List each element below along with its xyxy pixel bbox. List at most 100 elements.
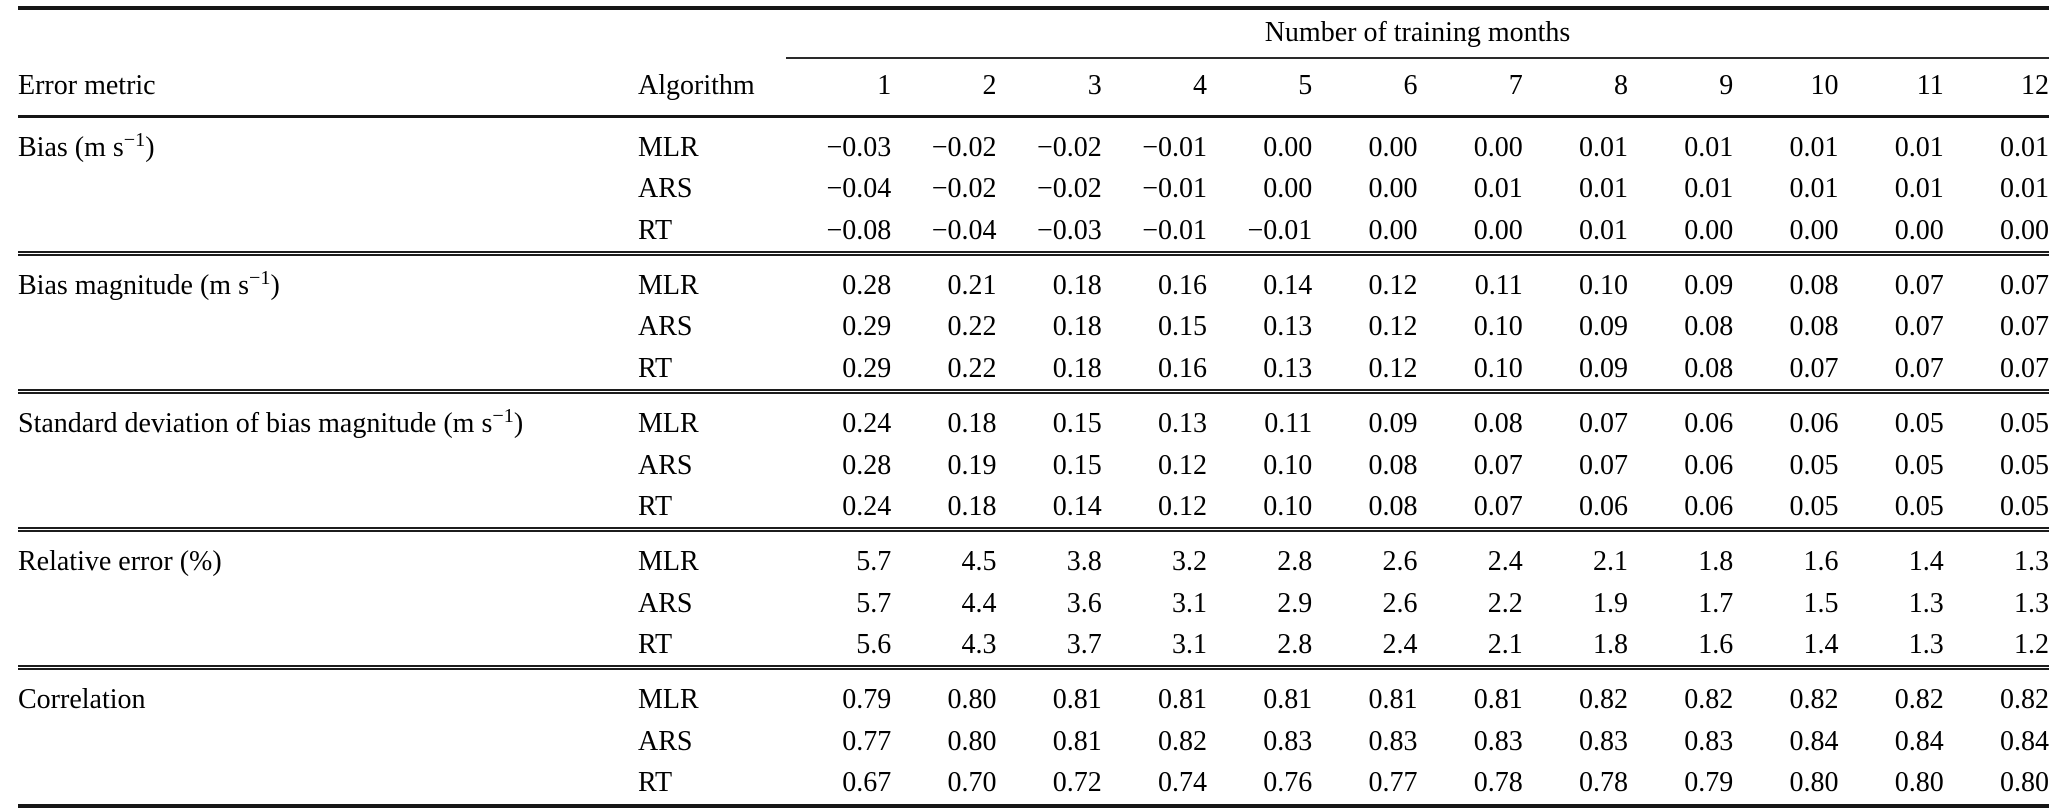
month-header-2: 2: [891, 58, 997, 118]
value-cell: 0.11: [1417, 250, 1523, 307]
value-cell: 4.4: [961, 587, 997, 619]
value-cell: 3.7: [1066, 629, 1102, 661]
value-cell: 0.10: [1263, 490, 1313, 522]
value-cell: 3.2: [1101, 527, 1207, 583]
algorithm-label: MLR: [638, 250, 786, 307]
value-cell: 0.00: [2000, 214, 2049, 246]
value-cell: 0.12: [1368, 352, 1418, 384]
value-cell: 1.3: [1943, 527, 2049, 583]
metric-superscript: −1: [123, 128, 146, 151]
algorithm-label: MLR: [638, 527, 786, 583]
header-spacer: [18, 8, 786, 58]
value-cell: 0.07: [1522, 389, 1628, 445]
algorithm-label: ARS: [638, 449, 693, 481]
metric-label: Relative error (%): [18, 527, 638, 583]
value-cell: 0.05: [1943, 389, 2049, 445]
value-cell: 3.6: [1066, 587, 1102, 619]
value-cell: 0.81: [1417, 665, 1523, 721]
algorithm-label: ARS: [638, 725, 693, 757]
value-cell: 0.08: [1368, 490, 1418, 522]
metric-text: ): [145, 131, 155, 163]
value-cell: 0.83: [1684, 725, 1734, 757]
value-cell: 4.3: [961, 629, 997, 661]
value-cell: 0.82: [1628, 665, 1734, 721]
value-cell: 0.12: [1158, 449, 1207, 481]
table-row: RT 5.6 4.3 3.7 3.1 2.8 2.4 2.1 1.8 1.6 1.4 1.3 1.2: [18, 624, 2049, 668]
value-cell: 2.4: [1417, 527, 1523, 583]
value-cell: 0.05: [1894, 449, 1944, 481]
table-row: RT 0.24 0.18 0.14 0.12 0.10 0.08 0.07 0.06 0.06 0.…: [18, 486, 2049, 530]
value-cell: 0.79: [1684, 767, 1734, 799]
value-cell: 0.80: [1789, 767, 1839, 799]
value-cell: 0.81: [1312, 665, 1418, 721]
value-cell: 0.09: [1579, 311, 1628, 343]
value-cell: 1.4: [1803, 629, 1839, 661]
metric-superscript: −1: [492, 405, 514, 428]
value-cell: 0.01: [2000, 173, 2049, 205]
value-cell: −0.02: [931, 173, 997, 205]
value-cell: 0.82: [1522, 665, 1628, 721]
value-cell: 0.16: [1158, 352, 1207, 384]
value-cell: 0.78: [1579, 767, 1628, 799]
value-cell: 3.1: [1172, 587, 1207, 619]
metric-text: ): [513, 408, 524, 440]
value-cell: 0.10: [1473, 352, 1523, 384]
table-row: RT −0.08 −0.04 −0.03 −0.01 −0.01 0.00 0.00 0.01 0…: [18, 210, 2049, 254]
value-cell: 0.12: [1312, 250, 1418, 307]
value-cell: 0.08: [1417, 389, 1523, 445]
value-cell: −0.02: [1036, 173, 1102, 205]
error-metric-header: Error metric: [18, 58, 638, 118]
value-cell: 0.01: [1894, 131, 1944, 163]
value-cell: −0.02: [1036, 131, 1102, 163]
value-cell: 0.74: [1158, 767, 1207, 799]
table-row: Relative error (%) MLR 5.7 4.5 3.8 3.2 2.8 2.6 2…: [18, 527, 2049, 583]
metric-label: [18, 306, 638, 347]
month-header-8: 8: [1522, 58, 1628, 118]
value-cell: 0.72: [1052, 767, 1102, 799]
value-cell: 0.08: [1684, 352, 1734, 384]
value-cell: 0.28: [842, 449, 892, 481]
value-cell: 1.6: [1733, 527, 1839, 583]
value-cell: 0.29: [842, 352, 892, 384]
table-body: Bias (m s−1) MLR −0.03 −0.02 −0.02 −0.01 0.00 0…: [18, 116, 2049, 805]
table-row: ARS 5.7 4.4 3.6 3.1 2.9 2.6 2.2 1.9 1.7 1.5 1.3 1.3: [18, 583, 2049, 624]
value-cell: 3.8: [996, 527, 1102, 583]
table-row: Bias magnitude (m s−1) MLR 0.28 0.21 0.18 0.1…: [18, 250, 2049, 307]
table-row: ARS −0.04 −0.02 −0.02 −0.01 0.00 0.00 0.01 0.01 0…: [18, 168, 2049, 209]
value-cell: 0.05: [1789, 449, 1839, 481]
value-cell: −0.01: [1142, 131, 1207, 163]
value-cell: 0.01: [2000, 131, 2049, 163]
metric-label: [18, 445, 638, 486]
value-cell: 0.29: [842, 311, 892, 343]
value-cell: −0.04: [826, 173, 892, 205]
value-cell: 0.10: [1473, 311, 1523, 343]
value-cell: 0.81: [1101, 665, 1207, 721]
metric-label: Bias (m s−1): [18, 116, 638, 168]
value-cell: 0.18: [947, 490, 997, 522]
metric-label: [18, 721, 638, 762]
algorithm-label: ARS: [638, 311, 693, 343]
value-cell: 0.80: [947, 725, 997, 757]
value-cell: 5.6: [856, 629, 892, 661]
value-cell: 0.09: [1312, 389, 1418, 445]
table-row: Standard deviation of bias magnitude (m …: [18, 389, 2049, 445]
value-cell: 0.84: [1894, 725, 1944, 757]
algorithm-label: RT: [638, 352, 673, 384]
value-cell: 0.84: [2000, 725, 2049, 757]
value-cell: 0.77: [1368, 767, 1418, 799]
table-row: Correlation MLR 0.79 0.80 0.81 0.81 0.81 0.81 0.…: [18, 665, 2049, 721]
value-cell: −0.02: [931, 131, 997, 163]
value-cell: 5.7: [856, 587, 892, 619]
value-cell: 0.18: [1052, 352, 1102, 384]
metric-text: Correlation: [18, 684, 146, 716]
value-cell: 0.15: [1158, 311, 1207, 343]
metric-superscript: −1: [248, 266, 271, 289]
value-cell: 0.13: [1263, 311, 1313, 343]
value-cell: 0.01: [1789, 173, 1839, 205]
value-cell: 0.82: [1733, 665, 1839, 721]
value-cell: 0.07: [1943, 250, 2049, 307]
value-cell: 2.1: [1487, 629, 1523, 661]
value-cell: 0.16: [1101, 250, 1207, 307]
value-cell: 0.09: [1579, 352, 1628, 384]
value-cell: 0.00: [1789, 214, 1839, 246]
